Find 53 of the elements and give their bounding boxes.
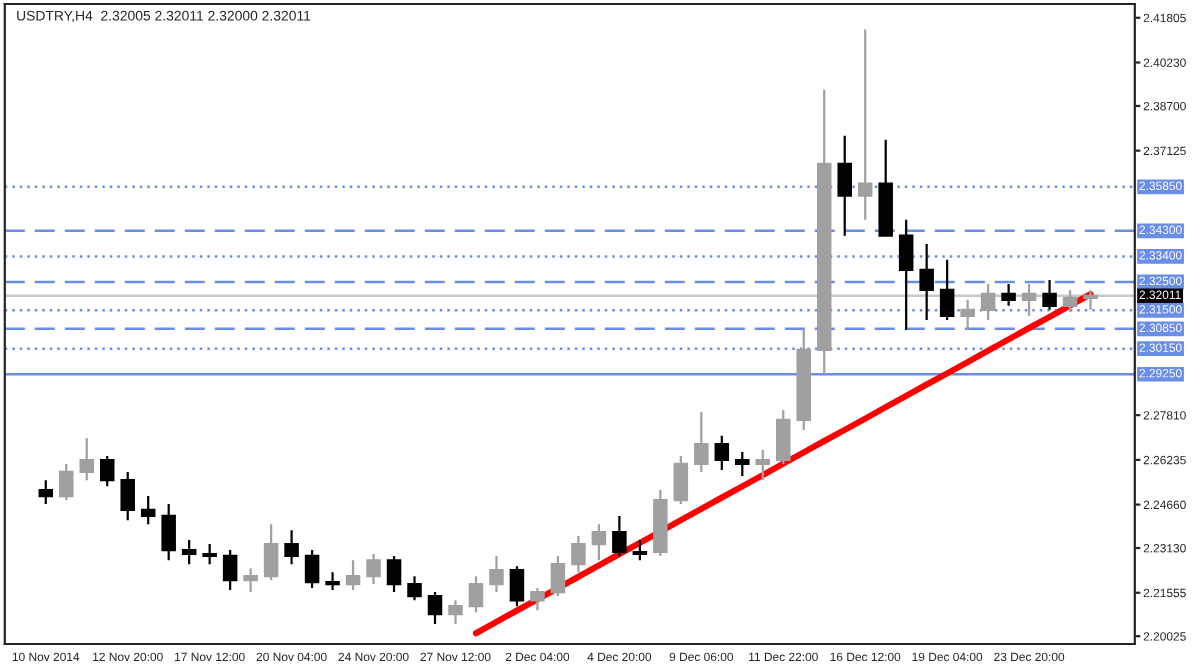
candlestick (79, 437, 94, 482)
candlestick (304, 548, 320, 590)
candlestick (1042, 278, 1057, 311)
candlestick (939, 258, 955, 322)
candlestick (120, 470, 135, 522)
candlestick (898, 218, 914, 332)
candlestick (612, 514, 627, 558)
candlestick (161, 502, 176, 562)
candlestick (99, 454, 115, 488)
candlestick (816, 88, 832, 376)
candlestick (366, 552, 381, 586)
candlestick (796, 328, 811, 432)
candlestick (919, 242, 934, 322)
candlestick (530, 586, 545, 612)
candlestick (1083, 288, 1098, 311)
candlestick (448, 599, 463, 626)
candlestick (386, 554, 402, 594)
candlestick (263, 523, 279, 582)
candlestick (632, 538, 648, 562)
candlestick (673, 454, 689, 506)
candlestick (878, 138, 893, 237)
candlestick (735, 450, 750, 478)
candlestick (345, 559, 361, 592)
candlestick (38, 479, 54, 506)
candlestick (755, 448, 771, 482)
candlestick (1001, 282, 1016, 307)
candlestick (837, 134, 852, 237)
candlestick (960, 298, 975, 332)
line-series (472, 291, 1094, 637)
candlestick (857, 28, 873, 221)
candlestick (181, 538, 197, 566)
candlestick (550, 554, 566, 598)
candlestick (653, 488, 668, 558)
candlestick (59, 462, 74, 502)
candlestick (427, 590, 443, 626)
candlestick (714, 434, 730, 472)
candlestick (694, 410, 709, 474)
candlestick (571, 534, 586, 574)
candlestick (1021, 282, 1037, 317)
candlestick (776, 408, 791, 466)
candlestick (980, 282, 996, 322)
candlestick (591, 523, 607, 562)
candlestick (243, 567, 258, 594)
candlestick (325, 571, 340, 592)
candlestick (407, 575, 422, 602)
candlestick (489, 554, 504, 594)
candlestick (202, 542, 217, 566)
candlestick (1062, 288, 1078, 313)
candlestick (222, 548, 238, 592)
candlestick (284, 529, 299, 566)
candlestick (468, 575, 484, 614)
candlestick (509, 565, 525, 608)
candlestick (140, 494, 156, 526)
